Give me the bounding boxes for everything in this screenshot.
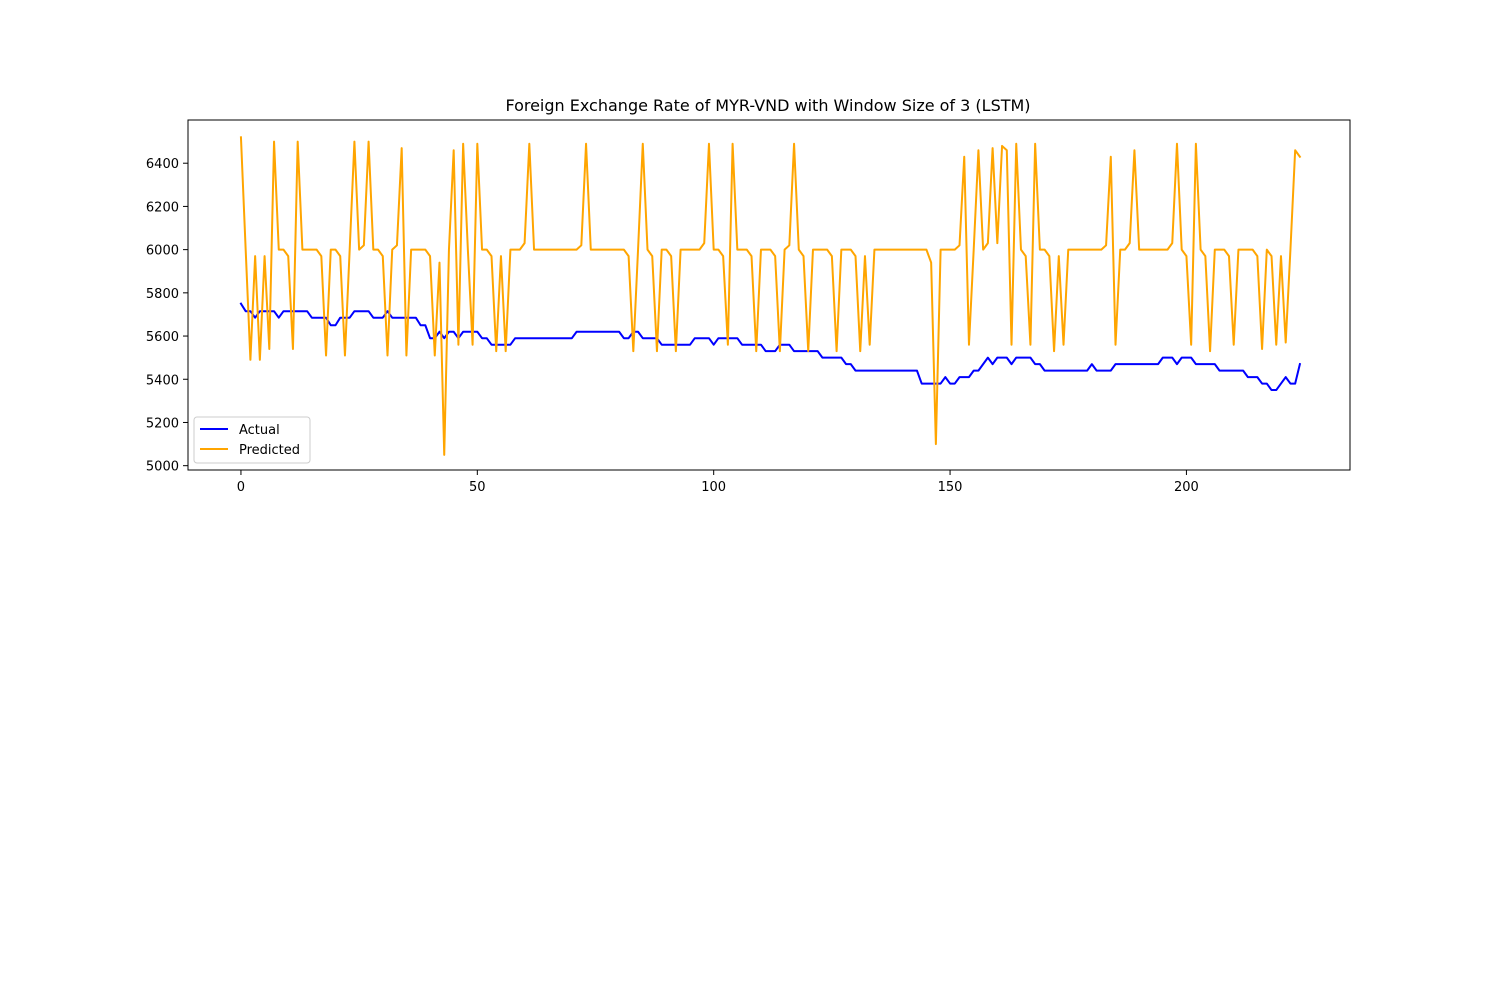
series-line-actual: [239, 302, 1302, 392]
y-tick-label: 5600: [146, 330, 179, 345]
y-tick-label: 5000: [146, 460, 179, 475]
series-line-predicted: [239, 136, 1302, 456]
series-layer: [239, 136, 1302, 456]
x-tick-label: 0: [237, 480, 245, 495]
x-tick-label: 200: [1174, 480, 1199, 495]
y-axis: 5000 5200 5400 5600 5800 6000 6200 6400: [146, 157, 188, 475]
x-axis: 0 50 100 150 200: [237, 470, 1199, 495]
legend-predicted-label: Predicted: [239, 443, 300, 458]
x-tick-label: 100: [701, 480, 726, 495]
x-tick-label: 50: [469, 480, 486, 495]
y-tick-label: 6400: [146, 157, 179, 172]
y-tick-label: 6200: [146, 200, 179, 215]
y-tick-label: 5200: [146, 416, 179, 431]
y-tick-label: 6000: [146, 244, 179, 259]
y-tick-label: 5400: [146, 373, 179, 388]
x-tick-label: 150: [938, 480, 963, 495]
legend-actual-label: Actual: [239, 423, 280, 438]
y-tick-label: 5800: [146, 287, 179, 302]
plot-area: [187, 119, 1351, 471]
plot-frame: [187, 119, 1351, 471]
chart-title: Foreign Exchange Rate of MYR-VND with Wi…: [505, 96, 1030, 115]
legend: Actual Predicted: [193, 416, 311, 464]
